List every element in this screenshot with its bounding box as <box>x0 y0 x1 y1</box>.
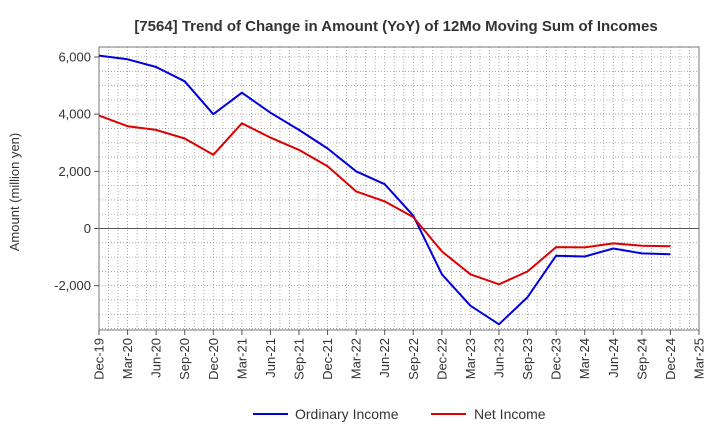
y-tick-label: 0 <box>84 221 91 236</box>
x-axis: Dec-19 Mar-20 Jun-20 Sep-20 Dec-20 Mar-21 Jun-… <box>92 330 707 380</box>
y-tick-label: 2,000 <box>58 164 91 179</box>
x-tick-label: Mar-25 <box>692 338 707 379</box>
legend-label: Ordinary Income <box>295 406 399 422</box>
x-tick-label: Dec-22 <box>434 338 449 380</box>
x-tick-label: Mar-20 <box>120 338 135 379</box>
x-tick-label: Sep-20 <box>177 338 192 380</box>
grid <box>98 47 700 330</box>
plot-frame <box>98 46 700 331</box>
series-line-ordinary-income <box>98 54 671 326</box>
x-tick-label: Jun-24 <box>606 338 621 378</box>
x-tick-label: Sep-24 <box>634 338 649 380</box>
x-tick-label: Mar-22 <box>349 338 364 379</box>
legend: Ordinary Income Net Income <box>253 406 546 422</box>
x-tick-label: Sep-23 <box>520 338 535 380</box>
y-tick-label: -2,000 <box>54 278 91 293</box>
y-tick-label: 6,000 <box>58 50 91 65</box>
y-tick-label: 4,000 <box>58 107 91 122</box>
x-tick-label: Jun-22 <box>377 338 392 378</box>
x-tick-label: Mar-23 <box>463 338 478 379</box>
x-tick-label: Jun-20 <box>149 338 164 378</box>
series-layer <box>98 54 671 326</box>
x-tick-label: Dec-23 <box>549 338 564 380</box>
x-tick-label: Dec-21 <box>320 338 335 380</box>
x-tick-label: Dec-20 <box>206 338 221 380</box>
chart-title: [7564] Trend of Change in Amount (YoY) o… <box>134 18 657 35</box>
x-tick-label: Mar-21 <box>234 338 249 379</box>
plot-border <box>98 46 700 331</box>
x-tick-label: Mar-24 <box>577 338 592 379</box>
x-tick-label: Sep-22 <box>406 338 421 380</box>
x-tick-label: Sep-21 <box>292 338 307 380</box>
series-line-net-income <box>98 114 671 286</box>
x-tick-label: Jun-21 <box>263 338 278 378</box>
x-tick-label: Dec-24 <box>663 338 678 380</box>
y-axis: -2,000 0 2,000 4,000 6,000 <box>54 50 99 293</box>
x-tick-label: Jun-23 <box>492 338 507 378</box>
legend-label: Net Income <box>474 406 546 422</box>
y-axis-label: Amount (million yen) <box>7 133 22 252</box>
x-tick-label: Dec-19 <box>92 338 107 380</box>
